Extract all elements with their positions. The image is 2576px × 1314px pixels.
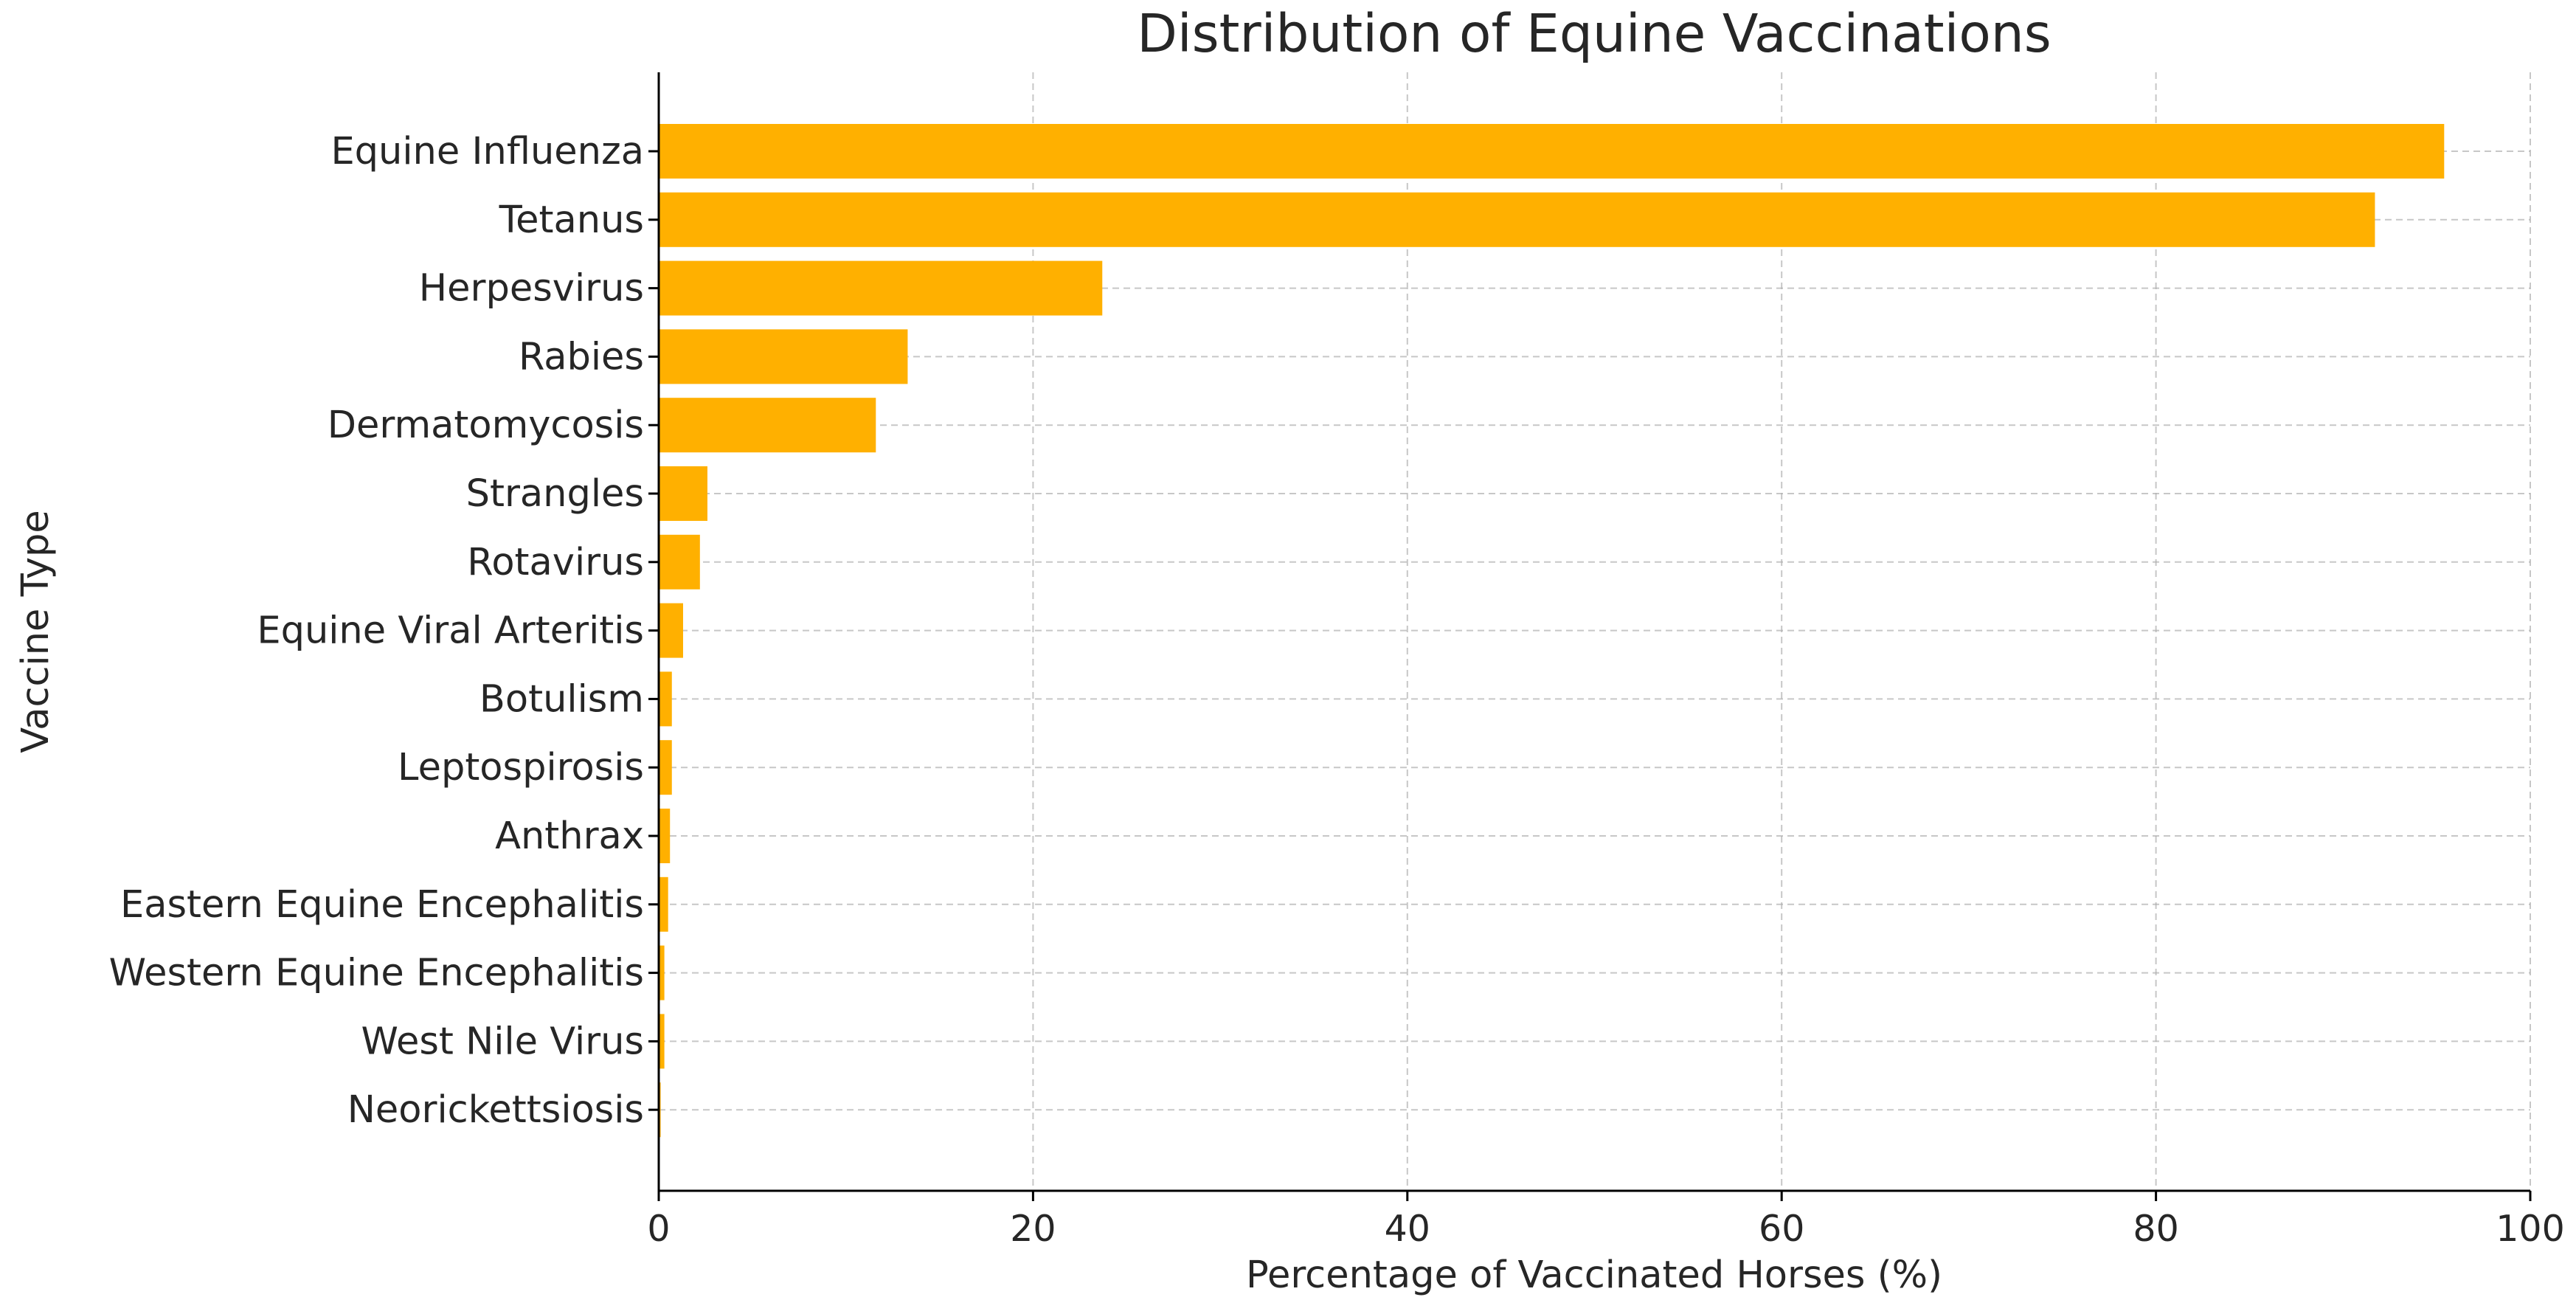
bar-anthrax — [659, 809, 671, 863]
bar-herpesvirus — [659, 260, 1103, 316]
y-category-label: Equine Influenza — [330, 130, 644, 173]
y-category-label: Strangles — [466, 472, 644, 516]
x-tick-label: 40 — [1385, 1208, 1430, 1250]
x-tick-label: 100 — [2496, 1208, 2565, 1250]
x-axis-title: Percentage of Vaccinated Horses (%) — [1246, 1254, 1942, 1297]
bar-west-nile-virus — [659, 1014, 665, 1069]
bar-eastern-equine-encephalitis — [659, 876, 668, 932]
bar-botulism — [659, 671, 672, 727]
x-tick-label: 60 — [1759, 1208, 1804, 1250]
y-category-label: Rabies — [519, 335, 644, 378]
y-category-label: Tetanus — [499, 198, 644, 242]
y-category-labels: Equine Influenza Tetanus Herpesvirus Rabies… — [109, 130, 659, 1132]
x-tick-label: 0 — [647, 1208, 670, 1250]
bar-equine-influenza — [659, 124, 2445, 179]
y-axis-title: Vaccine Type — [14, 510, 58, 753]
y-category-label: West Nile Virus — [361, 1020, 644, 1063]
y-category-label: Equine Viral Arteritis — [257, 609, 644, 653]
bar-rabies — [659, 329, 908, 384]
bar-leptospirosis — [659, 740, 672, 795]
bar-rotavirus — [659, 534, 700, 589]
y-category-label: Rotavirus — [467, 541, 644, 584]
bar-strangles — [659, 466, 707, 521]
y-category-label: Leptospirosis — [398, 746, 644, 789]
y-category-label: Western Equine Encephalitis — [109, 952, 644, 995]
x-tick-label: 20 — [1010, 1208, 1056, 1250]
bar-equine-viral-arteritis — [659, 603, 683, 658]
bar-tetanus — [659, 192, 2375, 247]
chart-title: Distribution of Equine Vaccinations — [1137, 3, 2052, 64]
bar-western-equine-encephalitis — [659, 945, 665, 1000]
y-category-label: Neorickettsiosis — [347, 1088, 644, 1132]
y-category-label: Eastern Equine Encephalitis — [120, 883, 644, 927]
y-category-label: Herpesvirus — [419, 267, 644, 311]
bar-dermatomycosis — [659, 398, 876, 453]
x-tick-label: 80 — [2133, 1208, 2178, 1250]
y-category-label: Anthrax — [495, 815, 644, 858]
y-category-label: Dermatomycosis — [328, 404, 644, 447]
bars-layer — [659, 124, 2445, 1138]
y-category-label: Botulism — [479, 677, 644, 721]
x-ticks: 0 20 40 60 80 100 — [647, 1191, 2565, 1250]
